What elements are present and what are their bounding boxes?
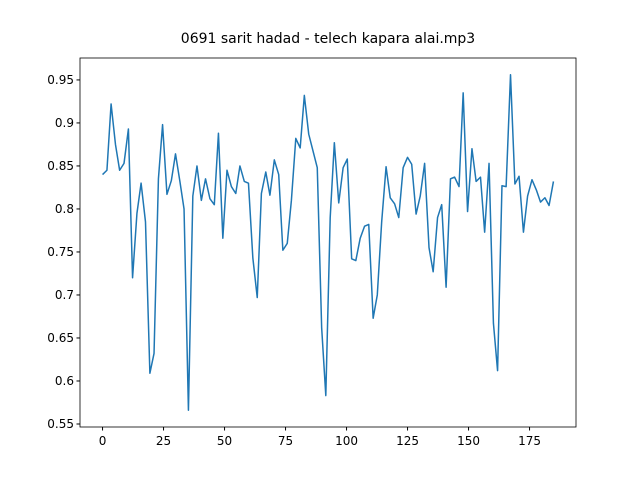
x-tick-label: 100 [335,434,358,448]
y-tick-label: 0.7 [55,288,74,302]
y-tick-label: 0.55 [47,417,74,431]
plot-frame [79,57,577,428]
x-tick-label: 75 [278,434,293,448]
y-tick-label: 0.85 [47,159,74,173]
x-tick-label: 150 [457,434,480,448]
chart-title: 0691 sarit hadad - telech kapara alai.mp… [181,31,475,47]
y-tick-label: 0.95 [47,73,74,87]
y-tick-label: 0.9 [55,116,74,130]
x-tick-label: 50 [217,434,232,448]
y-tick-label: 0.75 [47,245,74,259]
x-tick-label: 175 [518,434,541,448]
x-tick-label: 125 [396,434,419,448]
x-tick-label: 0 [99,434,107,448]
line-series [102,74,555,411]
y-tick-label: 0.65 [47,331,74,345]
y-tick-label: 0.6 [55,374,74,388]
y-tick-label: 0.8 [55,202,74,216]
x-tick-label: 25 [156,434,171,448]
